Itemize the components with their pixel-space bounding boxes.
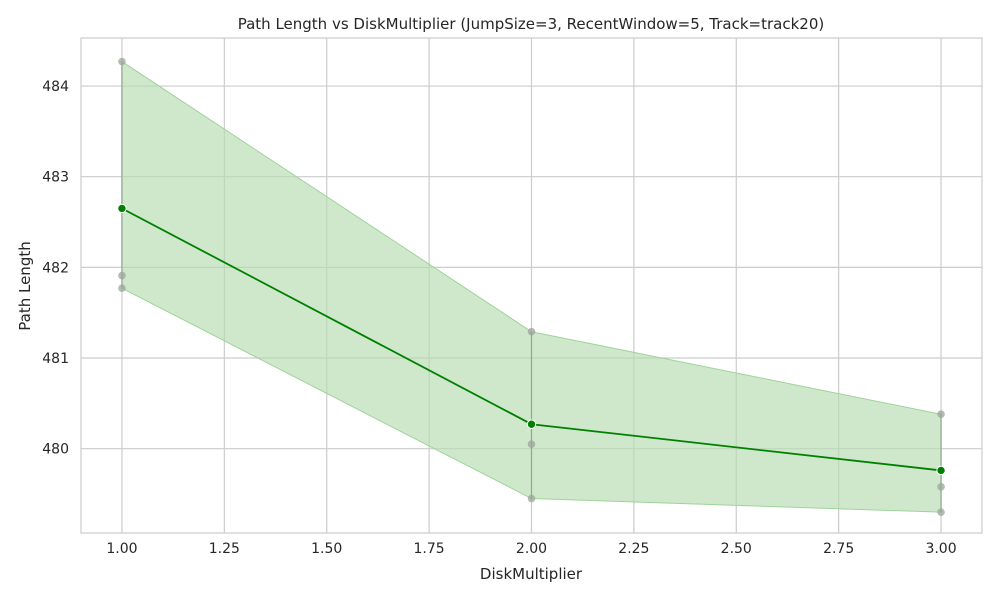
- x-tick-label: 2.50: [721, 541, 752, 557]
- x-tick-label: 1.25: [209, 541, 240, 557]
- y-tick-label: 483: [42, 170, 69, 186]
- raw-point: [937, 482, 945, 491]
- raw-point: [527, 440, 536, 448]
- y-tick-label: 481: [42, 351, 69, 367]
- x-tick-label: 2.75: [823, 541, 854, 557]
- x-tick-labels: 1.00 1.25 1.50 1.75 2.00 2.25 2.50 2.75 3.00: [106, 541, 956, 557]
- raw-point: [118, 284, 126, 293]
- y-tick-label: 482: [42, 260, 69, 276]
- mean-point: [526, 419, 537, 429]
- x-tick-label: 2.00: [516, 541, 547, 557]
- raw-point: [527, 327, 536, 336]
- raw-point: [937, 410, 945, 419]
- x-tick-label: 3.00: [925, 541, 956, 557]
- x-tick-label: 1.75: [414, 541, 445, 557]
- chart-title: Path Length vs DiskMultiplier (JumpSize=…: [238, 15, 825, 33]
- x-tick-label: 1.50: [311, 541, 342, 557]
- mean-line-group: [117, 203, 946, 476]
- mean-point: [936, 465, 946, 476]
- x-tick-label: 2.25: [618, 541, 649, 557]
- y-tick-label: 480: [42, 442, 69, 458]
- mean-point: [117, 203, 127, 214]
- y-axis-label: Path Length: [16, 241, 34, 330]
- raw-point: [937, 508, 945, 516]
- raw-point: [118, 57, 126, 66]
- raw-points: [118, 57, 945, 516]
- raw-point: [527, 494, 536, 503]
- x-tick-label: 1.00: [106, 541, 137, 557]
- raw-point: [118, 271, 126, 280]
- y-tick-label: 484: [42, 79, 69, 95]
- y-tick-labels: 480 481 482 483 484: [42, 79, 69, 458]
- x-axis-label: DiskMultiplier: [480, 565, 583, 583]
